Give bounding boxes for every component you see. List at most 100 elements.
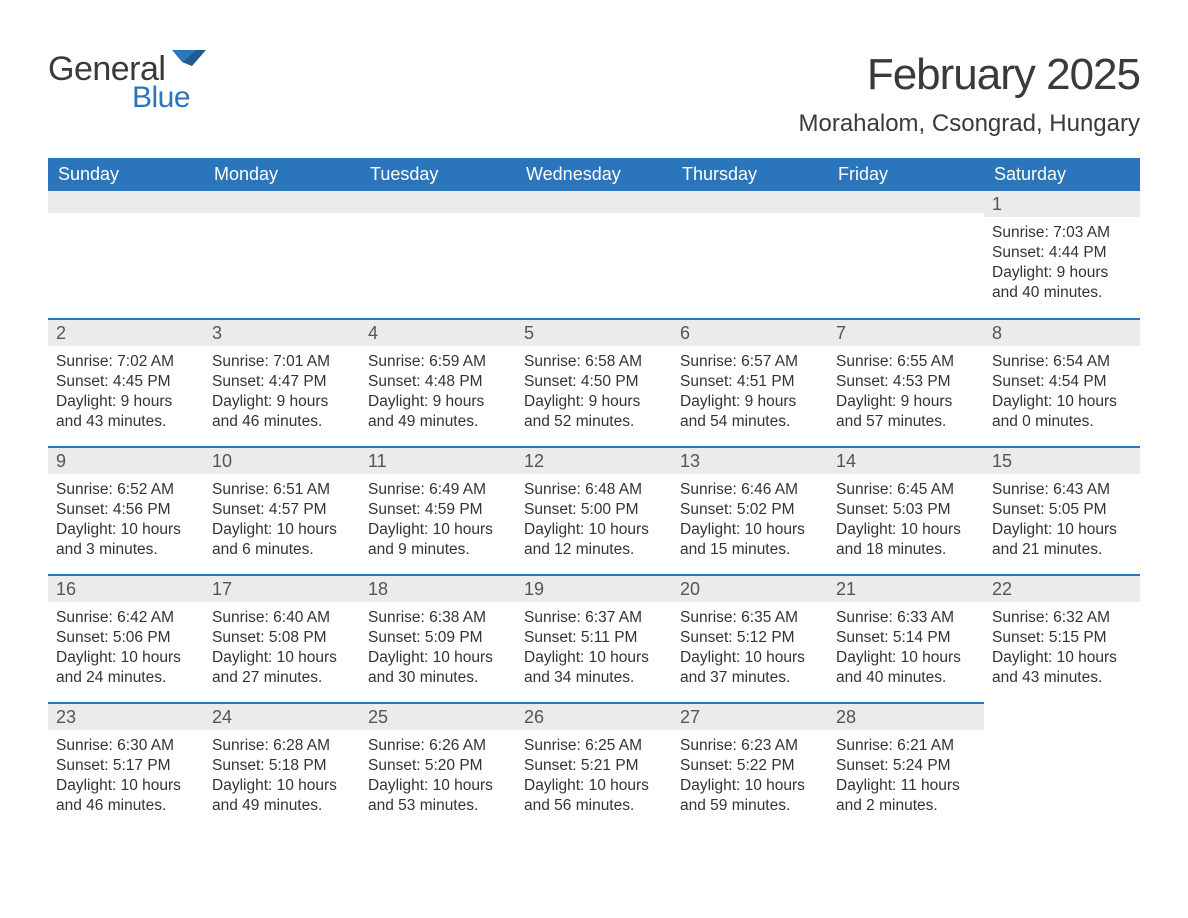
daylight: Daylight: 10 hours and 46 minutes. — [56, 776, 196, 816]
day-cell: 23Sunrise: 6:30 AMSunset: 5:17 PMDayligh… — [48, 703, 204, 831]
sunset: Sunset: 5:05 PM — [992, 500, 1132, 520]
sunrise: Sunrise: 6:43 AM — [992, 480, 1132, 500]
week-row: 9Sunrise: 6:52 AMSunset: 4:56 PMDaylight… — [48, 447, 1140, 575]
daylight: Daylight: 10 hours and 49 minutes. — [212, 776, 352, 816]
day-number: 26 — [516, 704, 672, 730]
day-body — [48, 213, 204, 223]
sunrise: Sunrise: 6:48 AM — [524, 480, 664, 500]
day-body: Sunrise: 6:46 AMSunset: 5:02 PMDaylight:… — [672, 474, 828, 565]
sunrise: Sunrise: 6:37 AM — [524, 608, 664, 628]
day-body: Sunrise: 6:55 AMSunset: 4:53 PMDaylight:… — [828, 346, 984, 437]
daylight: Daylight: 10 hours and 0 minutes. — [992, 392, 1132, 432]
sunset: Sunset: 5:17 PM — [56, 756, 196, 776]
sunrise: Sunrise: 6:23 AM — [680, 736, 820, 756]
day-body: Sunrise: 6:26 AMSunset: 5:20 PMDaylight:… — [360, 730, 516, 821]
sunset: Sunset: 5:09 PM — [368, 628, 508, 648]
sunset: Sunset: 5:12 PM — [680, 628, 820, 648]
sunset: Sunset: 5:00 PM — [524, 500, 664, 520]
day-number: 16 — [48, 576, 204, 602]
sunset: Sunset: 4:57 PM — [212, 500, 352, 520]
daylight: Daylight: 10 hours and 9 minutes. — [368, 520, 508, 560]
day-body: Sunrise: 6:25 AMSunset: 5:21 PMDaylight:… — [516, 730, 672, 821]
day-body: Sunrise: 6:35 AMSunset: 5:12 PMDaylight:… — [672, 602, 828, 693]
sunrise: Sunrise: 6:28 AM — [212, 736, 352, 756]
day-cell: 28Sunrise: 6:21 AMSunset: 5:24 PMDayligh… — [828, 703, 984, 831]
day-body: Sunrise: 6:40 AMSunset: 5:08 PMDaylight:… — [204, 602, 360, 693]
day-number: 18 — [360, 576, 516, 602]
day-cell: 8Sunrise: 6:54 AMSunset: 4:54 PMDaylight… — [984, 319, 1140, 447]
day-number: 27 — [672, 704, 828, 730]
day-number: 24 — [204, 704, 360, 730]
week-row: 1Sunrise: 7:03 AMSunset: 4:44 PMDaylight… — [48, 191, 1140, 319]
day-body — [984, 726, 1140, 736]
day-cell: 21Sunrise: 6:33 AMSunset: 5:14 PMDayligh… — [828, 575, 984, 703]
sunset: Sunset: 5:15 PM — [992, 628, 1132, 648]
sunrise: Sunrise: 6:54 AM — [992, 352, 1132, 372]
header: General Blue February 2025 Morahalom, Cs… — [48, 50, 1140, 152]
day-number — [828, 191, 984, 213]
sunset: Sunset: 4:56 PM — [56, 500, 196, 520]
day-number: 4 — [360, 320, 516, 346]
day-body — [516, 213, 672, 223]
day-number: 9 — [48, 448, 204, 474]
day-number: 15 — [984, 448, 1140, 474]
day-number: 5 — [516, 320, 672, 346]
day-body: Sunrise: 6:59 AMSunset: 4:48 PMDaylight:… — [360, 346, 516, 437]
day-cell — [672, 191, 828, 319]
sunrise: Sunrise: 6:21 AM — [836, 736, 976, 756]
day-cell: 15Sunrise: 6:43 AMSunset: 5:05 PMDayligh… — [984, 447, 1140, 575]
sunset: Sunset: 5:21 PM — [524, 756, 664, 776]
day-cell: 10Sunrise: 6:51 AMSunset: 4:57 PMDayligh… — [204, 447, 360, 575]
day-cell: 7Sunrise: 6:55 AMSunset: 4:53 PMDaylight… — [828, 319, 984, 447]
day-cell: 12Sunrise: 6:48 AMSunset: 5:00 PMDayligh… — [516, 447, 672, 575]
day-number: 22 — [984, 576, 1140, 602]
day-cell: 11Sunrise: 6:49 AMSunset: 4:59 PMDayligh… — [360, 447, 516, 575]
day-number — [204, 191, 360, 213]
logo: General Blue — [48, 50, 206, 115]
day-number: 28 — [828, 704, 984, 730]
sunset: Sunset: 5:20 PM — [368, 756, 508, 776]
day-cell — [204, 191, 360, 319]
day-number: 17 — [204, 576, 360, 602]
title-block: February 2025 Morahalom, Csongrad, Hunga… — [799, 50, 1141, 152]
day-cell: 24Sunrise: 6:28 AMSunset: 5:18 PMDayligh… — [204, 703, 360, 831]
day-number: 13 — [672, 448, 828, 474]
daylight: Daylight: 10 hours and 30 minutes. — [368, 648, 508, 688]
day-body: Sunrise: 7:02 AMSunset: 4:45 PMDaylight:… — [48, 346, 204, 437]
day-number: 2 — [48, 320, 204, 346]
sunrise: Sunrise: 6:42 AM — [56, 608, 196, 628]
calendar-table: Sunday Monday Tuesday Wednesday Thursday… — [48, 158, 1140, 831]
sunrise: Sunrise: 6:32 AM — [992, 608, 1132, 628]
weekday-header-row: Sunday Monday Tuesday Wednesday Thursday… — [48, 158, 1140, 191]
day-number: 25 — [360, 704, 516, 730]
day-cell: 2Sunrise: 7:02 AMSunset: 4:45 PMDaylight… — [48, 319, 204, 447]
day-cell: 4Sunrise: 6:59 AMSunset: 4:48 PMDaylight… — [360, 319, 516, 447]
daylight: Daylight: 10 hours and 40 minutes. — [836, 648, 976, 688]
day-body: Sunrise: 6:33 AMSunset: 5:14 PMDaylight:… — [828, 602, 984, 693]
day-cell: 26Sunrise: 6:25 AMSunset: 5:21 PMDayligh… — [516, 703, 672, 831]
sunset: Sunset: 4:59 PM — [368, 500, 508, 520]
sunrise: Sunrise: 6:26 AM — [368, 736, 508, 756]
day-number: 8 — [984, 320, 1140, 346]
sunset: Sunset: 5:22 PM — [680, 756, 820, 776]
day-cell: 3Sunrise: 7:01 AMSunset: 4:47 PMDaylight… — [204, 319, 360, 447]
col-tuesday: Tuesday — [360, 158, 516, 191]
daylight: Daylight: 9 hours and 54 minutes. — [680, 392, 820, 432]
day-body: Sunrise: 6:37 AMSunset: 5:11 PMDaylight:… — [516, 602, 672, 693]
sunset: Sunset: 5:06 PM — [56, 628, 196, 648]
sunrise: Sunrise: 6:49 AM — [368, 480, 508, 500]
day-body: Sunrise: 6:58 AMSunset: 4:50 PMDaylight:… — [516, 346, 672, 437]
col-monday: Monday — [204, 158, 360, 191]
day-cell: 19Sunrise: 6:37 AMSunset: 5:11 PMDayligh… — [516, 575, 672, 703]
day-body — [672, 213, 828, 223]
daylight: Daylight: 10 hours and 12 minutes. — [524, 520, 664, 560]
sunset: Sunset: 5:24 PM — [836, 756, 976, 776]
day-body: Sunrise: 6:48 AMSunset: 5:00 PMDaylight:… — [516, 474, 672, 565]
sunrise: Sunrise: 6:57 AM — [680, 352, 820, 372]
sunrise: Sunrise: 6:46 AM — [680, 480, 820, 500]
col-sunday: Sunday — [48, 158, 204, 191]
sunrise: Sunrise: 6:35 AM — [680, 608, 820, 628]
sunset: Sunset: 4:47 PM — [212, 372, 352, 392]
sunrise: Sunrise: 6:58 AM — [524, 352, 664, 372]
day-body: Sunrise: 6:30 AMSunset: 5:17 PMDaylight:… — [48, 730, 204, 821]
